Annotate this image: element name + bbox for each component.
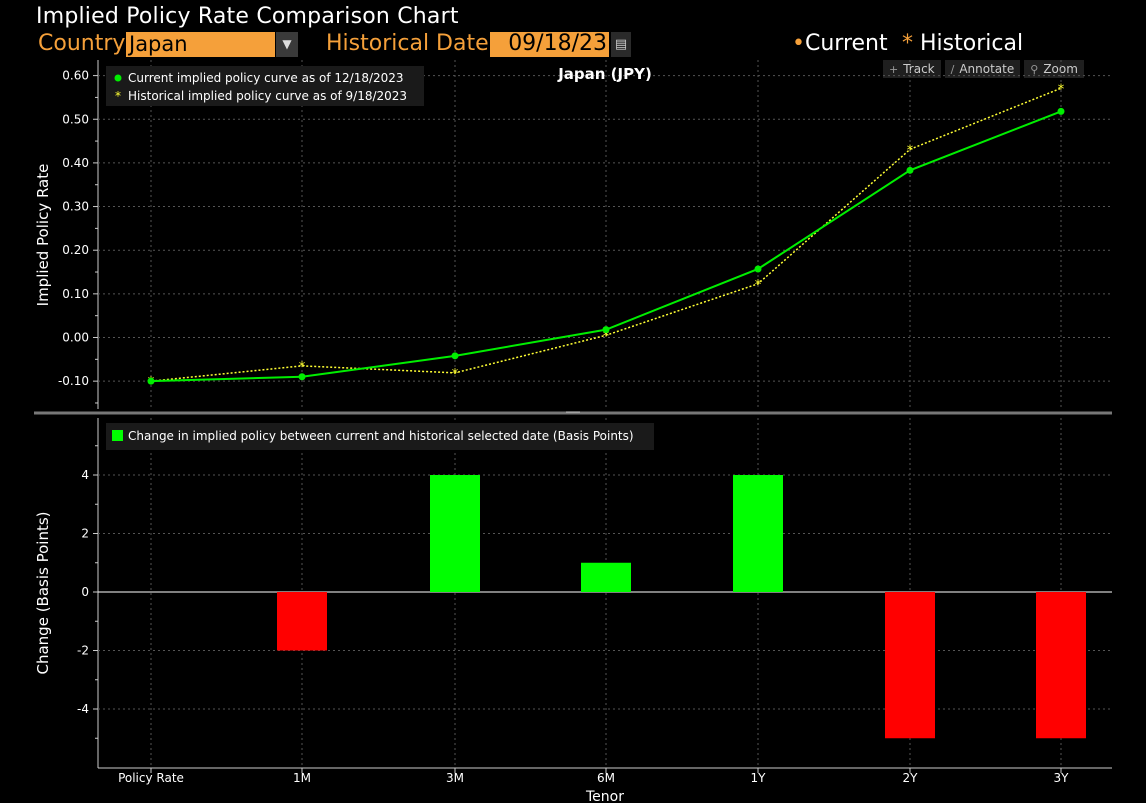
bar <box>733 475 783 592</box>
top-y-tick-label: 0.40 <box>62 156 89 170</box>
legend-current-dot-icon: • <box>792 31 805 56</box>
calendar-icon[interactable]: ▤ <box>611 32 631 57</box>
legend-historical-star-icon: * <box>115 89 121 103</box>
bar <box>1036 592 1086 739</box>
current-point <box>754 265 762 273</box>
bottom-y-tick-label: 4 <box>81 468 89 482</box>
current-point <box>906 166 914 174</box>
bottom-y-tick-label: 0 <box>81 585 89 599</box>
x-axis-label: Tenor <box>585 789 624 803</box>
current-point <box>602 326 610 334</box>
country-select[interactable]: Japan ▼ <box>126 32 298 57</box>
top-legend-current-label: Current implied policy curve as of 12/18… <box>128 71 404 85</box>
bar <box>885 592 935 739</box>
top-chart-title: Japan (JPY) <box>557 65 652 83</box>
top-legend-box <box>106 66 424 106</box>
crosshair-icon: + <box>889 62 899 76</box>
bottom-y-tick-label: 2 <box>81 527 89 541</box>
track-button[interactable]: + Track <box>883 60 941 78</box>
current-point <box>451 352 459 360</box>
legend-historical-star-icon: * <box>902 31 913 56</box>
page-title: Implied Policy Rate Comparison Chart <box>36 4 459 29</box>
x-tick-label: Policy Rate <box>118 771 184 785</box>
historical-date-input[interactable]: 09/18/23 <box>490 31 609 57</box>
x-tick-label: 1M <box>293 771 311 785</box>
top-y-tick-label: 0.20 <box>62 243 89 257</box>
x-tick-label: 1Y <box>751 771 767 785</box>
historical-point: * <box>1058 82 1065 97</box>
annotate-label: Annotate <box>959 62 1015 76</box>
current-point <box>147 377 155 385</box>
historical-point: * <box>452 367 459 382</box>
legend-historical: * Historical <box>902 31 1023 56</box>
bottom-legend-label: Change in implied policy between current… <box>128 429 634 443</box>
top-y-tick-label: 0.60 <box>62 69 89 83</box>
country-label: Country <box>38 31 126 56</box>
bottom-legend-swatch <box>112 430 123 441</box>
top-y-tick-label: 0.50 <box>62 112 89 126</box>
x-tick-label: 3M <box>446 771 464 785</box>
x-tick-label: 6M <box>597 771 615 785</box>
legend-current-dot-icon <box>114 74 122 82</box>
historical-date-label: Historical Date <box>326 31 489 56</box>
magnifier-icon: ⚲ <box>1030 62 1039 76</box>
bar <box>430 475 480 592</box>
bar <box>277 592 327 651</box>
legend-historical-label: Historical <box>920 31 1024 56</box>
x-tick-label: 2Y <box>903 771 919 785</box>
annotate-button[interactable]: ∕ Annotate <box>944 60 1021 78</box>
zoom-button[interactable]: ⚲ Zoom <box>1024 60 1084 78</box>
top-legend-historical-label: Historical implied policy curve as of 9/… <box>128 89 407 103</box>
country-value: Japan <box>129 32 188 56</box>
historical-point: * <box>603 329 610 344</box>
pencil-icon: ∕ <box>950 62 955 76</box>
top-y-tick-label: 0.30 <box>62 200 89 214</box>
current-point <box>298 373 306 381</box>
historical-point: * <box>299 360 306 375</box>
legend-current: •Current <box>792 31 888 56</box>
bottom-y-tick-label: -2 <box>77 644 89 658</box>
legend-current-label: Current <box>804 31 888 56</box>
historical-point: * <box>755 278 762 293</box>
bottom-legend-box <box>106 423 654 450</box>
top-y-tick-label: -0.10 <box>58 374 89 388</box>
bar <box>581 562 631 592</box>
current-point <box>1057 107 1065 115</box>
bottom-y-tick-label: -4 <box>77 702 89 716</box>
top-y-tick-label: 0.10 <box>62 287 89 301</box>
x-tick-label: 3Y <box>1054 771 1070 785</box>
chart-toolbar: + Track ∕ Annotate ⚲ Zoom <box>883 60 1084 78</box>
historical-series-line <box>150 87 1062 382</box>
chevron-down-icon[interactable]: ▼ <box>275 32 298 57</box>
top-y-axis-label: Implied Policy Rate <box>34 164 52 307</box>
zoom-label: Zoom <box>1043 62 1078 76</box>
bottom-y-axis-label: Change (Basis Points) <box>34 511 52 674</box>
track-label: Track <box>903 62 935 76</box>
historical-date-value: 09/18/23 <box>508 31 607 56</box>
top-y-tick-label: 0.00 <box>62 331 89 345</box>
historical-point: * <box>907 143 914 158</box>
